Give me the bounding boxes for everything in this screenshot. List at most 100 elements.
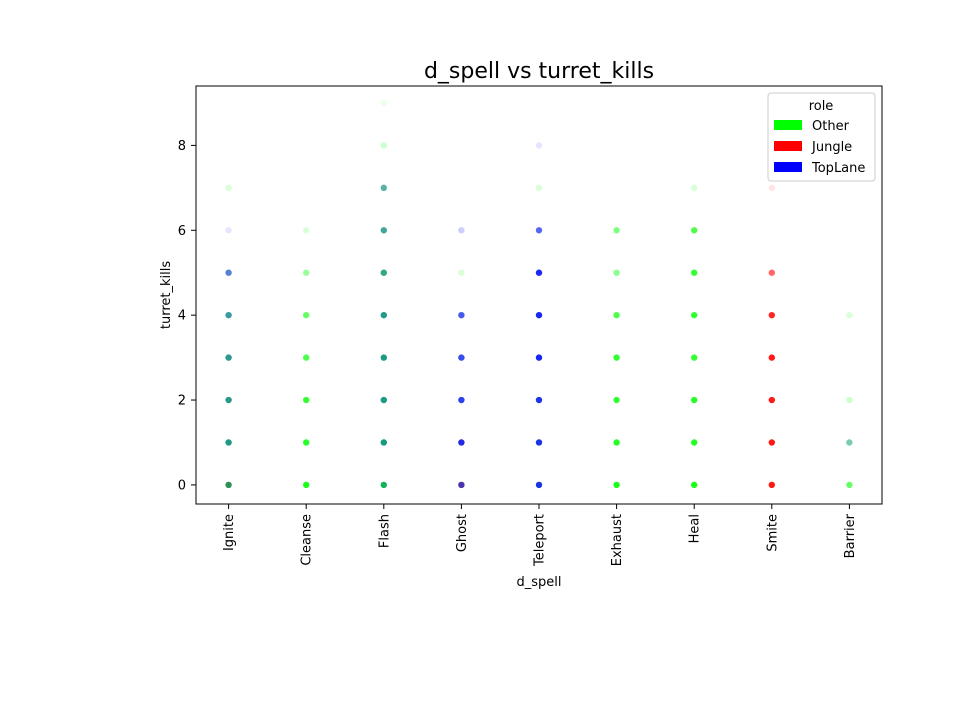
x-tick-label: Barrier	[843, 513, 858, 558]
data-point	[535, 439, 543, 446]
x-tick-label: Flash	[377, 514, 392, 548]
data-point	[458, 396, 465, 404]
data-point	[846, 439, 853, 446]
data-point	[225, 311, 232, 319]
data-point	[691, 439, 698, 446]
legend-box	[767, 92, 876, 182]
x-tick-label: Ignite	[222, 514, 237, 551]
y-axis-label: turret_kills	[159, 261, 174, 329]
x-axis: Ignite Cleanse Flash Ghost Teleport Exhaust He…	[222, 504, 858, 567]
legend-title: role	[809, 99, 834, 114]
data-point	[846, 396, 853, 404]
points-layer	[225, 99, 853, 489]
x-tick-label: Cleanse	[300, 514, 315, 566]
x-axis-label: d_spell	[517, 575, 562, 590]
legend: role Other Jungle TopLane	[767, 92, 876, 182]
data-point	[380, 481, 387, 489]
data-point	[535, 354, 543, 361]
data-point	[302, 481, 310, 489]
legend-label: Jungle	[811, 140, 852, 155]
data-point	[691, 184, 698, 192]
data-point	[691, 227, 698, 234]
data-point	[691, 354, 698, 361]
data-point	[380, 396, 387, 404]
data-point	[535, 311, 543, 319]
data-point	[535, 227, 543, 234]
data-point	[613, 311, 620, 319]
data-point	[225, 354, 232, 361]
data-point	[768, 269, 776, 276]
data-point	[535, 142, 543, 149]
data-point	[225, 439, 232, 446]
data-point	[535, 396, 543, 404]
data-point	[691, 396, 698, 404]
legend-entries: Other Jungle TopLane	[774, 119, 865, 176]
data-point	[380, 396, 387, 404]
data-point	[613, 481, 620, 489]
data-point	[380, 481, 387, 489]
data-point	[846, 439, 853, 446]
y-tick-label: 4	[178, 309, 186, 324]
data-point	[613, 439, 620, 446]
data-point	[846, 481, 853, 489]
series-toplane	[225, 142, 853, 489]
data-point	[380, 227, 387, 234]
y-axis: 0 2 4 6 8	[178, 139, 196, 493]
data-point	[768, 184, 776, 192]
data-point	[302, 269, 310, 276]
data-point	[380, 311, 387, 319]
data-point	[768, 439, 776, 446]
data-point	[302, 227, 310, 234]
data-point	[535, 184, 543, 192]
data-point	[225, 481, 232, 489]
data-point	[380, 142, 387, 149]
data-point	[846, 311, 853, 319]
data-point	[225, 269, 232, 276]
data-point	[380, 311, 387, 319]
legend-label: Other	[812, 119, 850, 134]
data-point	[691, 269, 698, 276]
data-point	[225, 481, 232, 489]
x-tick-label: Smite	[765, 514, 780, 552]
data-point	[458, 269, 465, 276]
data-point	[458, 354, 465, 361]
data-point	[302, 354, 310, 361]
x-tick-label: Ghost	[455, 514, 470, 552]
data-point	[380, 227, 387, 234]
data-point	[225, 227, 232, 234]
data-point	[225, 481, 232, 489]
data-point	[380, 184, 387, 192]
data-point	[225, 184, 232, 192]
data-point	[613, 227, 620, 234]
data-point	[458, 439, 465, 446]
data-point	[535, 481, 543, 489]
data-point	[225, 396, 232, 404]
data-point	[458, 481, 465, 489]
data-point	[380, 439, 387, 446]
data-point	[302, 311, 310, 319]
data-point	[225, 396, 232, 404]
data-point	[380, 354, 387, 361]
data-point	[613, 269, 620, 276]
data-point	[613, 354, 620, 361]
y-tick-label: 0	[178, 478, 186, 493]
data-point	[380, 184, 387, 192]
data-point	[691, 311, 698, 319]
x-tick-label: Teleport	[533, 514, 548, 567]
data-point	[458, 227, 465, 234]
data-point	[380, 99, 387, 107]
data-point	[225, 311, 232, 319]
y-tick-label: 2	[178, 394, 186, 409]
data-point	[380, 269, 387, 276]
data-point	[380, 354, 387, 361]
y-tick-label: 8	[178, 139, 186, 154]
x-tick-label: Exhaust	[610, 514, 625, 566]
data-point	[225, 354, 232, 361]
data-point	[768, 481, 776, 489]
legend-swatch	[774, 141, 802, 151]
data-point	[691, 481, 698, 489]
data-point	[302, 396, 310, 404]
data-point	[225, 439, 232, 446]
legend-swatch	[774, 162, 802, 172]
